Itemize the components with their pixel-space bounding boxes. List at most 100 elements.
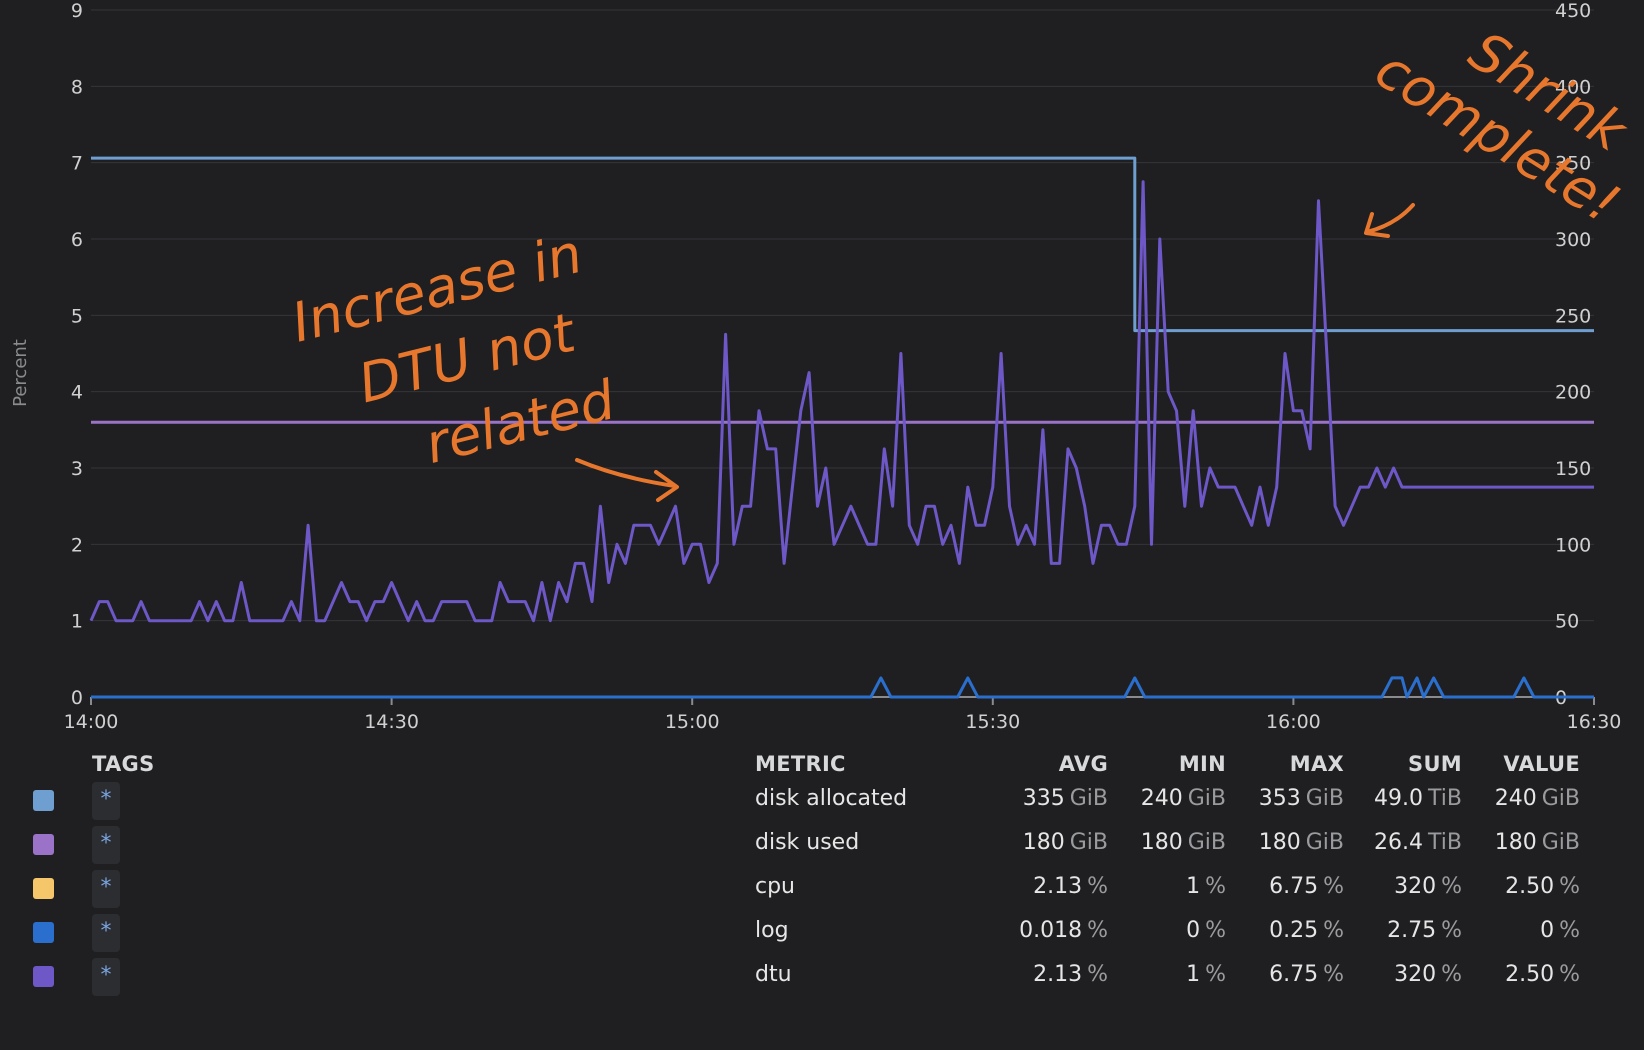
- y-left-tick-label: 9: [71, 0, 83, 22]
- max-value: 353 GiB: [1244, 786, 1344, 811]
- series-line-log: [91, 676, 1594, 699]
- stat-unit: GiB: [1069, 786, 1108, 811]
- sum-value: 49.0 TiB: [1362, 786, 1462, 811]
- stat-unit: GiB: [1187, 830, 1226, 855]
- series-color-swatch[interactable]: [33, 922, 54, 943]
- stat-unit: GiB: [1541, 830, 1580, 855]
- series-color-swatch[interactable]: [33, 790, 54, 811]
- legend-row[interactable]: * disk allocated 335 GiB 240 GiB 353 GiB 49.0 TiB…: [0, 782, 1644, 822]
- stat-number: 240: [1140, 786, 1183, 811]
- x-tick-label: 16:30: [1567, 711, 1622, 733]
- avg-value: 0.018%: [1008, 918, 1108, 943]
- series-color-swatch[interactable]: [33, 966, 54, 987]
- stat-unit: %: [1323, 918, 1344, 943]
- sum-value: 320%: [1362, 874, 1462, 899]
- sum-header[interactable]: SUM: [1408, 752, 1462, 776]
- metric-name: log: [755, 918, 789, 943]
- min-value: 0%: [1126, 918, 1226, 943]
- metric-header[interactable]: METRIC: [755, 752, 846, 776]
- series-line-disk-allocated: [91, 156, 1594, 333]
- stat-number: 2.50: [1505, 962, 1555, 987]
- stat-unit: GiB: [1069, 830, 1108, 855]
- min-header[interactable]: MIN: [1178, 752, 1226, 776]
- stat-number: 2.50: [1505, 874, 1555, 899]
- series-line-dtu: [89, 180, 1594, 623]
- stat-unit: TiB: [1428, 830, 1462, 855]
- min-value: 1%: [1126, 874, 1226, 899]
- metric-name: disk allocated: [755, 786, 908, 811]
- tag-chip[interactable]: *: [92, 782, 120, 820]
- y-left-tick-label: 7: [71, 153, 83, 175]
- stat-unit: %: [1559, 874, 1580, 899]
- tag-chip[interactable]: *: [92, 958, 120, 996]
- value-value: 180 GiB: [1480, 830, 1580, 855]
- y-left-tick-label: 6: [71, 229, 83, 251]
- legend-row[interactable]: * dtu 2.13% 1% 6.75% 320% 2.50%: [0, 958, 1644, 998]
- y-right-tick-label: 300: [1555, 229, 1591, 251]
- tags-header: TAGS: [92, 752, 155, 776]
- max-value: 6.75%: [1244, 962, 1344, 987]
- stat-number: 2.75: [1387, 918, 1437, 943]
- stat-unit: %: [1441, 874, 1462, 899]
- series-color-swatch[interactable]: [33, 878, 54, 899]
- x-tick-label: 15:30: [965, 711, 1020, 733]
- stat-unit: %: [1087, 918, 1108, 943]
- min-value: 1%: [1126, 962, 1226, 987]
- tag-chip[interactable]: *: [92, 870, 120, 908]
- stat-unit: %: [1323, 874, 1344, 899]
- stat-number: 2.13: [1033, 874, 1083, 899]
- stat-number: 180: [1494, 830, 1537, 855]
- y-right-tick-label: 400: [1555, 76, 1591, 98]
- legend-row[interactable]: * log 0.018% 0% 0.25% 2.75% 0%: [0, 914, 1644, 954]
- avg-value: 2.13%: [1008, 962, 1108, 987]
- stat-unit: GiB: [1541, 786, 1580, 811]
- value-header[interactable]: VALUE: [1503, 752, 1580, 776]
- avg-value: 335 GiB: [1008, 786, 1108, 811]
- stat-number: 353: [1258, 786, 1301, 811]
- y-right-tick-label: 150: [1555, 458, 1591, 480]
- stat-number: 180: [1140, 830, 1183, 855]
- avg-value: 180 GiB: [1008, 830, 1108, 855]
- stat-number: 240: [1494, 786, 1537, 811]
- stat-unit: %: [1559, 918, 1580, 943]
- legend-row[interactable]: * disk used 180 GiB 180 GiB 180 GiB 26.4 TiB 180 Gi…: [0, 826, 1644, 866]
- stat-number: 6.75: [1269, 874, 1319, 899]
- y-axis-label: Percent: [10, 339, 31, 407]
- stat-number: 2.13: [1033, 962, 1083, 987]
- y-left-tick-label: 0: [71, 687, 83, 709]
- max-value: 180 GiB: [1244, 830, 1344, 855]
- stat-number: 0.25: [1269, 918, 1319, 943]
- stat-unit: %: [1205, 874, 1226, 899]
- y-left-tick-label: 2: [71, 534, 83, 556]
- stat-number: 320: [1394, 874, 1437, 899]
- timeseries-chart[interactable]: 0123456789050100150200250300350400450Per…: [0, 0, 1644, 740]
- value-value: 2.50%: [1480, 962, 1580, 987]
- tag-chip[interactable]: *: [92, 826, 120, 864]
- stat-unit: %: [1559, 962, 1580, 987]
- stat-number: 320: [1394, 962, 1437, 987]
- avg-value: 2.13%: [1008, 874, 1108, 899]
- value-value: 2.50%: [1480, 874, 1580, 899]
- series-color-swatch[interactable]: [33, 834, 54, 855]
- value-value: 0%: [1480, 918, 1580, 943]
- stat-number: 26.4: [1374, 830, 1424, 855]
- stat-unit: %: [1205, 918, 1226, 943]
- y-left-tick-label: 8: [71, 76, 83, 98]
- y-right-tick-label: 450: [1555, 0, 1591, 22]
- legend-row[interactable]: * cpu 2.13% 1% 6.75% 320% 2.50%: [0, 870, 1644, 910]
- y-left-tick-label: 1: [71, 611, 83, 633]
- min-value: 240 GiB: [1126, 786, 1226, 811]
- avg-header[interactable]: AVG: [1058, 752, 1108, 776]
- sum-value: 2.75%: [1362, 918, 1462, 943]
- y-right-tick-label: 200: [1555, 382, 1591, 404]
- value-value: 240 GiB: [1480, 786, 1580, 811]
- y-left-tick-label: 4: [71, 382, 83, 404]
- stat-unit: GiB: [1305, 830, 1344, 855]
- stat-number: 180: [1258, 830, 1301, 855]
- tag-chip[interactable]: *: [92, 914, 120, 952]
- stat-unit: %: [1441, 962, 1462, 987]
- annotation-arrow: [1365, 203, 1415, 234]
- max-header[interactable]: MAX: [1289, 752, 1344, 776]
- annotation-arrow: [575, 458, 677, 488]
